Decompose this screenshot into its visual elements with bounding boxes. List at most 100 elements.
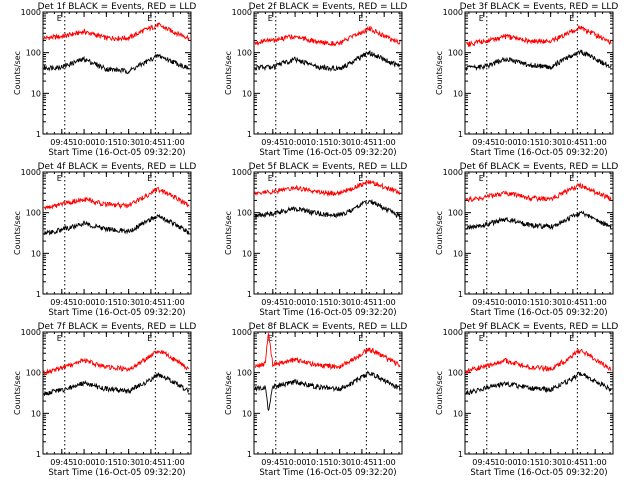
y-axis-label: Counts/sec [435, 211, 444, 255]
events-series-line [254, 370, 401, 412]
events-series-line [465, 48, 612, 72]
chart-title: Det 2f BLACK = Events, RED = LLD [249, 2, 408, 12]
event-marker-label: E [268, 14, 273, 23]
event-marker-label: E [358, 14, 363, 23]
y-tick-label: 1000 [443, 8, 463, 17]
x-tick-label: 10:15 [95, 458, 118, 467]
x-tick-label: 10:15 [306, 458, 329, 467]
event-marker-label: E [268, 174, 273, 183]
events-series-line [43, 213, 190, 236]
x-axis-label: Start Time (16-Oct-05 09:32:20) [48, 148, 185, 158]
x-tick-label: 10:45 [561, 298, 584, 307]
event-marker-label: E [57, 14, 62, 23]
y-tick-label: 10 [31, 89, 41, 98]
events-series-line [465, 371, 612, 396]
x-tick-label: 10:00 [284, 298, 307, 307]
chart-panel-9: Det 9f BLACK = Events, RED = LLD 1 10 100 10… [435, 322, 618, 478]
y-tick-label: 100 [26, 369, 41, 378]
x-tick-label: 09:45 [472, 298, 495, 307]
chart-panel-4: Det 4f BLACK = Events, RED = LLD 1 10 100 10… [13, 162, 196, 318]
y-tick-label: 100 [448, 369, 463, 378]
x-tick-label: 09:45 [472, 458, 495, 467]
plot-frame [42, 11, 192, 135]
x-tick-label: 11:00 [162, 458, 185, 467]
lld-series-line [465, 348, 612, 375]
x-tick-label: 10:30 [328, 138, 351, 147]
y-tick-label: 10 [31, 409, 41, 418]
x-tick-label: 10:45 [139, 458, 162, 467]
x-tick-label: 09:45 [472, 138, 495, 147]
x-axis-label: Start Time (16-Oct-05 09:32:20) [470, 148, 607, 158]
y-axis-label: Counts/sec [435, 371, 444, 415]
event-marker-label: E [569, 174, 574, 183]
y-tick-label: 1000 [232, 328, 252, 337]
event-marker-label: E [57, 334, 62, 343]
chart-panel-1: Det 1f BLACK = Events, RED = LLD 1 10 100 10… [13, 2, 196, 158]
plot-frame [42, 171, 192, 295]
event-marker-label: E [147, 334, 152, 343]
y-tick-label: 10 [242, 249, 252, 258]
y-tick-label: 1 [247, 130, 252, 139]
event-marker-label: E [569, 334, 574, 343]
y-tick-label: 10 [242, 409, 252, 418]
x-tick-label: 10:45 [561, 458, 584, 467]
x-tick-label: 10:15 [306, 298, 329, 307]
events-series-line [465, 210, 612, 231]
y-tick-label: 100 [26, 49, 41, 58]
plot-frame [464, 11, 614, 135]
y-tick-label: 1 [36, 130, 41, 139]
y-axis-label: Counts/sec [224, 371, 233, 415]
x-tick-label: 10:15 [95, 298, 118, 307]
chart-panel-8: Det 8f BLACK = Events, RED = LLD 1 10 100 10… [224, 322, 407, 478]
y-tick-label: 10 [31, 249, 41, 258]
y-tick-label: 100 [237, 369, 252, 378]
lld-series-line [43, 22, 190, 42]
x-tick-label: 10:15 [306, 138, 329, 147]
x-tick-label: 10:00 [495, 138, 518, 147]
y-tick-label: 1 [458, 290, 463, 299]
x-tick-label: 11:00 [162, 138, 185, 147]
lld-series-line [43, 186, 190, 211]
y-tick-label: 1000 [21, 168, 41, 177]
y-tick-label: 1 [247, 290, 252, 299]
x-axis-label: Start Time (16-Oct-05 09:32:20) [259, 148, 396, 158]
y-tick-label: 100 [237, 209, 252, 218]
y-tick-label: 100 [237, 49, 252, 58]
event-marker-label: E [479, 14, 484, 23]
y-tick-label: 100 [448, 209, 463, 218]
y-tick-label: 1000 [443, 168, 463, 177]
chart-panel-7: Det 7f BLACK = Events, RED = LLD 1 10 100 10… [13, 322, 196, 478]
lld-series-line [254, 332, 401, 371]
lld-series-line [254, 179, 401, 197]
x-tick-label: 09:45 [261, 138, 284, 147]
event-marker-label: E [479, 174, 484, 183]
events-series-line [43, 53, 190, 75]
y-tick-label: 1000 [232, 168, 252, 177]
x-tick-label: 10:30 [117, 458, 140, 467]
x-tick-label: 10:00 [284, 458, 307, 467]
y-tick-label: 1000 [21, 328, 41, 337]
x-tick-label: 09:45 [261, 458, 284, 467]
x-tick-label: 10:00 [495, 298, 518, 307]
x-tick-label: 11:00 [584, 138, 607, 147]
y-tick-label: 1 [458, 450, 463, 459]
lld-series-line [465, 182, 612, 203]
x-axis-label: Start Time (16-Oct-05 09:32:20) [48, 308, 185, 318]
x-tick-label: 10:00 [73, 138, 96, 147]
y-tick-label: 10 [453, 409, 463, 418]
plot-frame [253, 331, 403, 455]
chart-panel-2: Det 2f BLACK = Events, RED = LLD 1 10 100 10… [224, 2, 407, 158]
event-marker-label: E [479, 334, 484, 343]
x-tick-label: 09:45 [50, 458, 73, 467]
x-axis-label: Start Time (16-Oct-05 09:32:20) [259, 468, 396, 478]
x-axis-label: Start Time (16-Oct-05 09:32:20) [470, 468, 607, 478]
x-tick-label: 09:45 [50, 138, 73, 147]
x-tick-label: 10:45 [561, 138, 584, 147]
y-tick-label: 1 [36, 290, 41, 299]
x-tick-label: 10:30 [328, 458, 351, 467]
chart-title: Det 1f BLACK = Events, RED = LLD [38, 2, 197, 12]
y-tick-label: 1000 [232, 8, 252, 17]
chart-title: Det 7f BLACK = Events, RED = LLD [38, 322, 197, 332]
chart-panel-5: Det 5f BLACK = Events, RED = LLD 1 10 100 10… [224, 162, 407, 318]
